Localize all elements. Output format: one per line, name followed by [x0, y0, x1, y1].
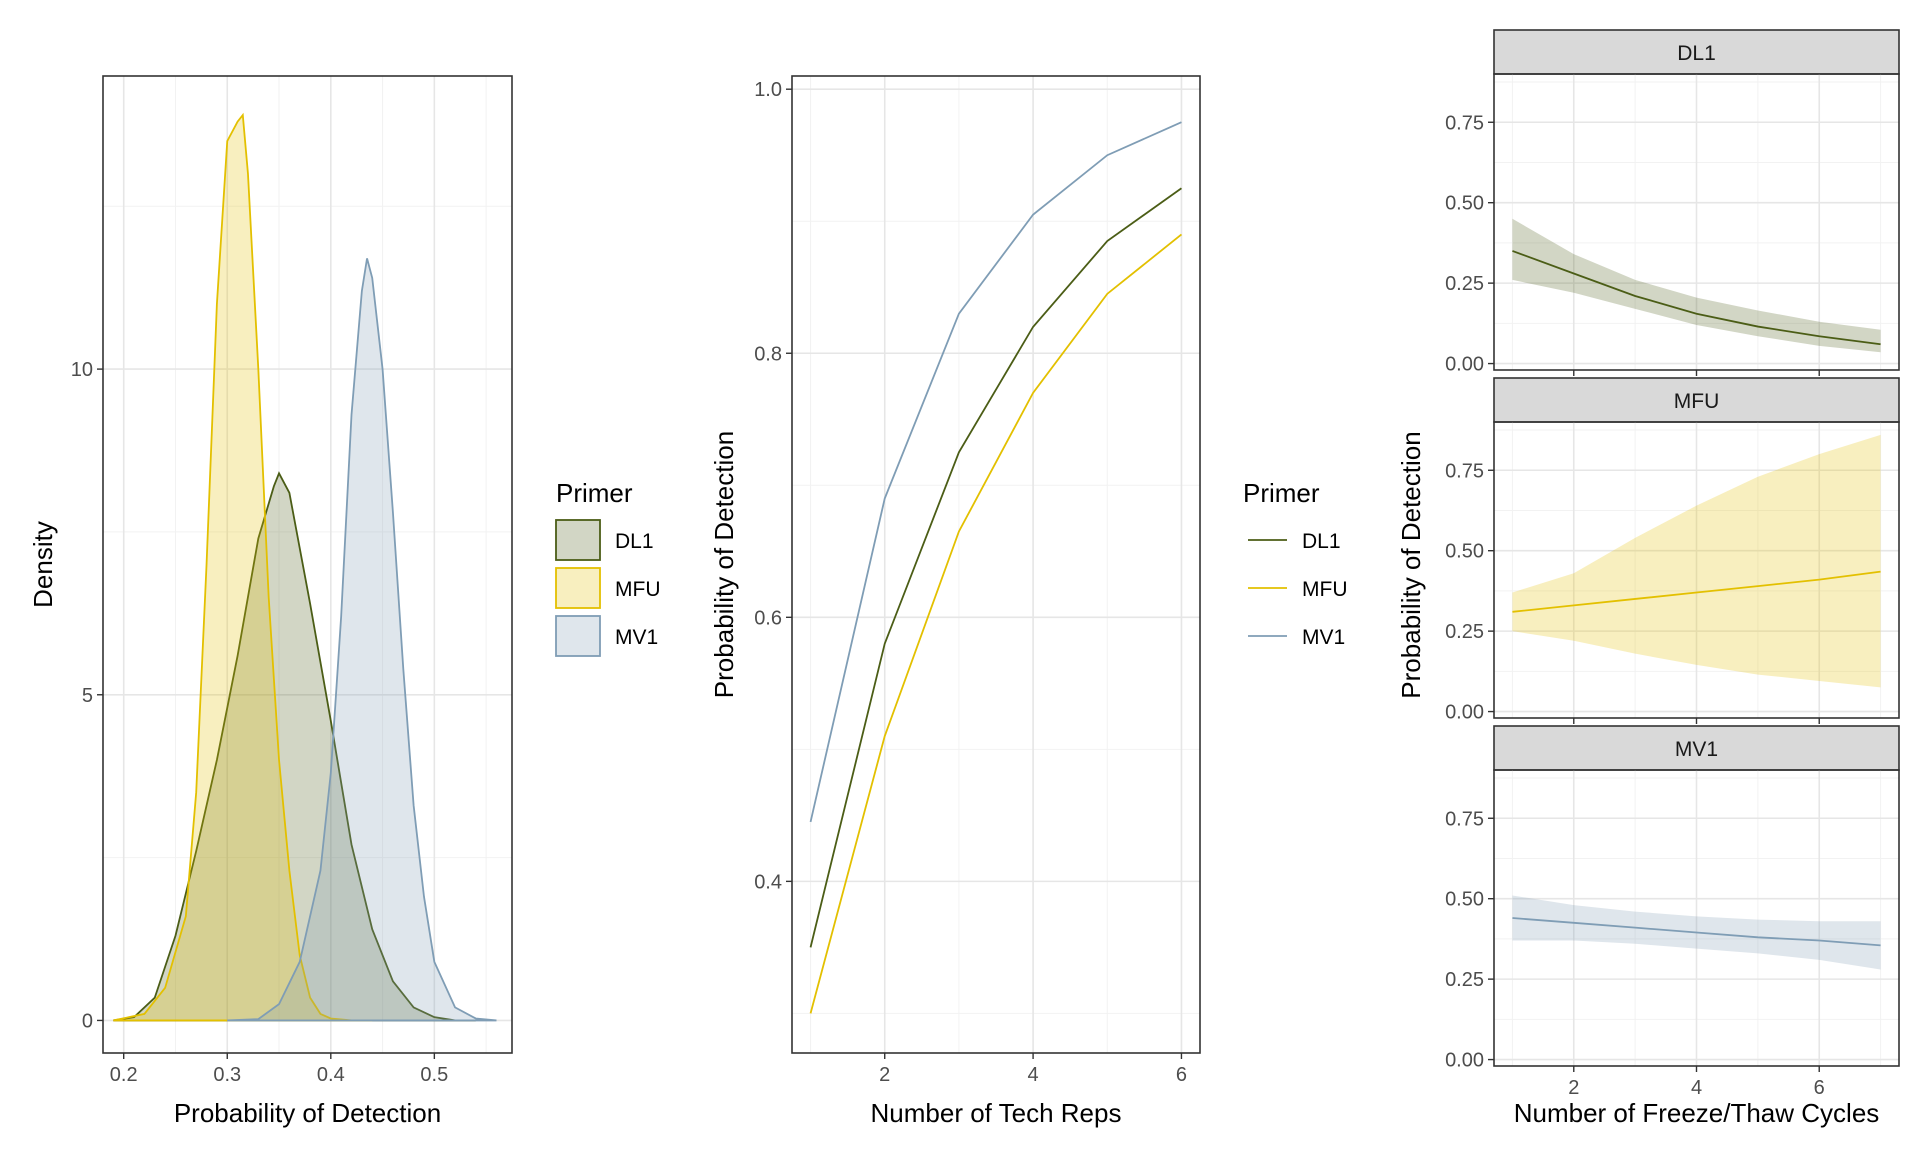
density-mfu: [113, 112, 373, 1022]
y-tick-label: 0.4: [754, 871, 782, 893]
facet-dl1: DL1 0.00 0.25 0.50 0.75: [1445, 29, 1900, 376]
freeze-x-axis-title: Number of Freeze/Thaw Cycles: [1514, 1098, 1880, 1128]
facet-strip: [1493, 29, 1900, 75]
legend-line-label-dl1: DL1: [1302, 530, 1341, 553]
facet-strip-label: MFU: [1674, 390, 1720, 413]
ribbon-mfu: [1512, 434, 1881, 688]
techreps-line-dl1: [809, 187, 1182, 948]
x-tick-label: 2: [1568, 1077, 1579, 1099]
x-tick-label: 4: [1691, 1077, 1702, 1099]
density-mv1: [227, 258, 497, 1022]
techreps-y-axis-title: Probability of Detection: [709, 431, 739, 698]
y-tick-label: 0.50: [1445, 193, 1484, 215]
density-y-axis-title: Density: [28, 521, 58, 608]
legend-line-label-mfu: MFU: [1302, 578, 1348, 601]
facet-panel-border: [1493, 73, 1900, 371]
legend-density: Primer DL1 MFU MV1: [555, 478, 661, 657]
density-x-axis-title: Probability of Detection: [174, 1098, 441, 1128]
legend-techreps-title: Primer: [1243, 478, 1320, 508]
facet-plot: 0.00 0.25 0.50 0.75: [1445, 422, 1899, 724]
techreps-panel: 0.4 0.6 0.8 1.0 2 4 6: [754, 75, 1201, 1086]
facet-panel-border: [1493, 769, 1900, 1067]
density-panel-border: [102, 75, 513, 1054]
y-tick-label: 5: [82, 685, 93, 707]
freeze-line-mfu: [1512, 570, 1881, 613]
legend-label-mv1: MV1: [615, 626, 658, 649]
legend-line-label-mv1: MV1: [1302, 626, 1345, 649]
legend-techreps: Primer DL1 MFU MV1: [1243, 478, 1348, 649]
legend-key-mv1: [555, 615, 601, 657]
facet-strip-label: DL1: [1677, 42, 1716, 65]
techreps-panel-border: [791, 75, 1201, 1054]
facet-mv1: MV1 0.00 0.25 0.50 0.75 2 4 6: [1445, 725, 1900, 1099]
y-tick-label: 0.25: [1445, 969, 1484, 991]
facet-strip: [1493, 377, 1900, 423]
techreps-line-mv1: [809, 121, 1182, 823]
x-tick-label: 6: [1176, 1064, 1187, 1086]
x-tick-label: 0.3: [213, 1064, 241, 1086]
legend-label-mfu: MFU: [615, 578, 661, 601]
legend-density-title: Primer: [556, 478, 633, 508]
ribbon-dl1: [1512, 218, 1881, 353]
y-tick-label: 0.6: [754, 607, 782, 629]
x-tick-label: 6: [1814, 1077, 1825, 1099]
techreps-line-mfu: [809, 233, 1183, 1014]
facet-mfu: MFU 0.00 0.25 0.50 0.75: [1445, 377, 1900, 724]
y-tick-label: 0.00: [1445, 702, 1484, 724]
facet-plot: 0.00 0.25 0.50 0.75: [1445, 74, 1899, 376]
x-tick-label: 0.5: [420, 1064, 448, 1086]
y-tick-label: 0.00: [1445, 1050, 1484, 1072]
y-tick-label: 0.75: [1445, 808, 1484, 830]
facet-panel-border: [1493, 421, 1900, 719]
facet-plot: 0.00 0.25 0.50 0.75 2 4 6: [1445, 770, 1899, 1099]
y-tick-label: 10: [71, 359, 93, 381]
y-tick-label: 1.0: [754, 79, 782, 101]
freeze-y-axis-title: Probability of Detection: [1396, 431, 1426, 698]
freeze-line-dl1: [1512, 250, 1881, 346]
x-tick-label: 2: [879, 1064, 890, 1086]
facet-strip: [1493, 725, 1900, 771]
y-tick-label: 0.8: [754, 343, 782, 365]
y-tick-label: 0.50: [1445, 541, 1484, 563]
y-tick-label: 0.25: [1445, 621, 1484, 643]
density-dl1: [113, 471, 476, 1022]
y-tick-label: 0.25: [1445, 273, 1484, 295]
legend-key-dl1: [555, 519, 601, 561]
legend-label-dl1: DL1: [615, 530, 654, 553]
x-tick-label: 0.2: [110, 1064, 138, 1086]
y-tick-label: 0.75: [1445, 112, 1484, 134]
techreps-x-axis-title: Number of Tech Reps: [871, 1098, 1122, 1128]
y-tick-label: 0: [82, 1010, 93, 1032]
y-tick-label: 0.50: [1445, 889, 1484, 911]
facet-strip-label: MV1: [1675, 738, 1718, 761]
density-panel: 0 5 10 0.2 0.3 0.4 0.5: [71, 75, 513, 1086]
freeze-line-mv1: [1512, 917, 1881, 947]
x-tick-label: 4: [1028, 1064, 1039, 1086]
y-tick-label: 0.75: [1445, 460, 1484, 482]
y-tick-label: 0.00: [1445, 354, 1484, 376]
legend-key-mfu: [555, 567, 601, 609]
x-tick-label: 0.4: [317, 1064, 345, 1086]
